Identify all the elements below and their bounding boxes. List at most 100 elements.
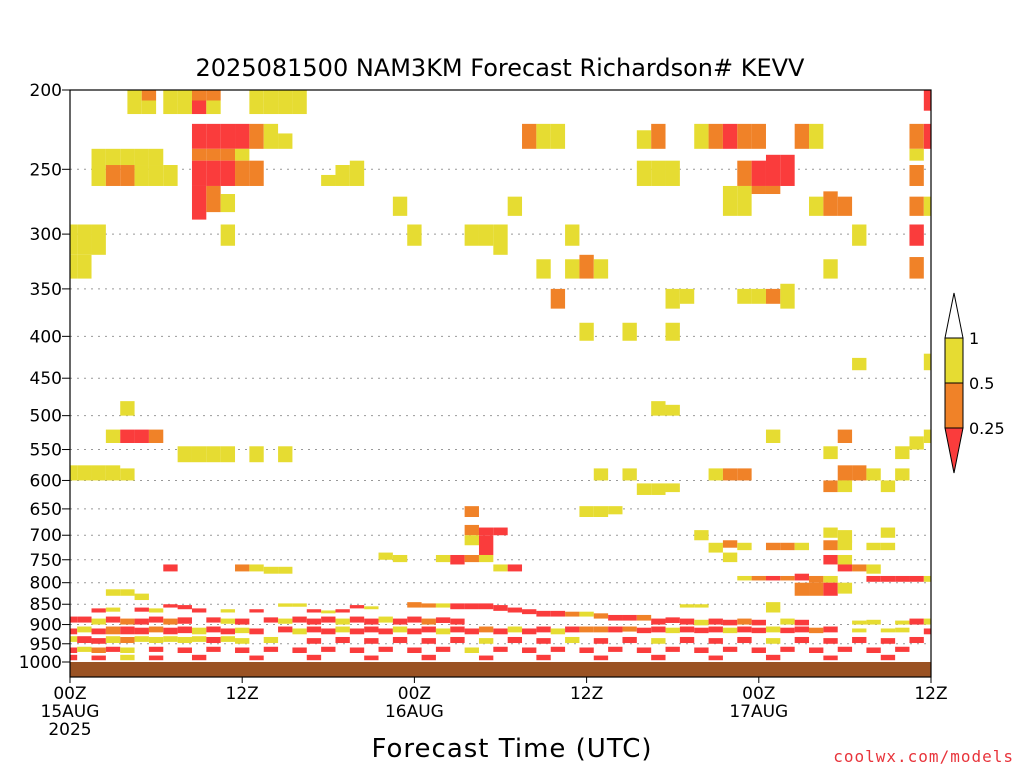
heatmap-cell bbox=[837, 646, 853, 652]
heatmap-cell bbox=[364, 606, 379, 610]
heatmap-cell bbox=[278, 618, 293, 624]
heatmap-cell bbox=[335, 636, 350, 644]
heatmap-cell bbox=[880, 628, 896, 633]
heatmap-cell bbox=[708, 542, 723, 553]
heatmap-cell bbox=[349, 160, 365, 186]
heatmap-cell bbox=[765, 185, 781, 195]
heatmap-cell bbox=[608, 506, 623, 515]
x-tick-label: 15AUG bbox=[41, 702, 100, 722]
heatmap-cell bbox=[235, 618, 250, 625]
heatmap-cell bbox=[809, 196, 824, 216]
heatmap-cell bbox=[278, 446, 293, 463]
heatmap-cell bbox=[148, 165, 164, 186]
heatmap-cell bbox=[321, 610, 336, 614]
heatmap-cell bbox=[292, 603, 307, 607]
heatmap-cell bbox=[435, 603, 451, 608]
heatmap-cell bbox=[235, 160, 250, 186]
heatmap-cell bbox=[392, 554, 408, 563]
heatmap-cell bbox=[220, 160, 236, 186]
heatmap-cell bbox=[292, 647, 307, 654]
heatmap-cell bbox=[235, 564, 250, 572]
heatmap-cell bbox=[349, 616, 365, 623]
y-tick-label: 300 bbox=[30, 225, 62, 245]
heatmap-cell bbox=[909, 257, 924, 279]
heatmap-cell bbox=[378, 628, 393, 635]
heatmap-cell bbox=[77, 254, 92, 279]
heatmap-cell bbox=[895, 468, 910, 481]
heatmap-cell bbox=[292, 90, 307, 115]
heatmap-cell bbox=[765, 542, 781, 551]
heatmap-cell bbox=[421, 626, 436, 633]
heatmap-cell bbox=[70, 254, 78, 279]
heatmap-cell bbox=[765, 154, 781, 186]
heatmap-cell bbox=[364, 655, 379, 661]
credit-link[interactable]: coolwx.com/models bbox=[833, 747, 1014, 766]
heatmap-cell bbox=[751, 627, 766, 634]
heatmap-cell bbox=[579, 506, 594, 518]
heatmap-cell bbox=[722, 619, 738, 626]
heatmap-cell bbox=[70, 628, 78, 635]
chart-title: 2025081500 NAM3KM Forecast Richardson# K… bbox=[196, 54, 806, 82]
heatmap-cell bbox=[407, 647, 422, 654]
heatmap-cell bbox=[765, 638, 781, 644]
y-tick-label: 1000 bbox=[19, 653, 62, 673]
heatmap-cell bbox=[665, 288, 680, 309]
y-axis: 200 250 300 350 400 450 500 550 600 650 700 750 8008… bbox=[19, 81, 70, 673]
heatmap-cell bbox=[579, 611, 594, 617]
heatmap-cell bbox=[679, 636, 695, 644]
heatmap-cell bbox=[120, 626, 135, 635]
heatmap-cell bbox=[478, 603, 494, 610]
heatmap-cell bbox=[507, 196, 523, 216]
heatmap-cell bbox=[191, 90, 207, 101]
heatmap-cell bbox=[464, 535, 479, 546]
heatmap-cell bbox=[694, 530, 709, 541]
heatmap-cell bbox=[536, 626, 551, 633]
heatmap-cell bbox=[550, 646, 566, 652]
heatmap-cell bbox=[636, 627, 652, 634]
heatmap-cell bbox=[120, 148, 135, 166]
heatmap-cell bbox=[191, 627, 207, 635]
heatmap-cell bbox=[895, 575, 910, 582]
heatmap-cell bbox=[550, 123, 566, 149]
heatmap-cell bbox=[127, 90, 142, 115]
heatmap-cell bbox=[579, 647, 594, 654]
heatmap-cell bbox=[191, 160, 207, 186]
heatmap-cell bbox=[722, 123, 738, 149]
y-tick-label: 750 bbox=[30, 551, 62, 571]
heatmap-cell bbox=[622, 626, 637, 632]
heatmap-cell bbox=[579, 254, 594, 279]
heatmap-cell bbox=[794, 636, 810, 644]
heatmap-cell bbox=[220, 148, 236, 161]
heatmap-cell bbox=[565, 224, 580, 246]
heatmap-cell bbox=[880, 638, 896, 644]
heatmap-cell bbox=[91, 224, 106, 255]
heatmap-cell bbox=[450, 554, 465, 565]
heatmap-cell bbox=[306, 638, 322, 644]
heatmap-cell bbox=[478, 626, 494, 633]
heatmap-cell bbox=[220, 618, 236, 624]
heatmap-cell bbox=[148, 608, 164, 613]
heatmap-cell bbox=[163, 564, 178, 572]
heatmap-cell bbox=[780, 154, 795, 186]
heatmap-cell bbox=[593, 626, 609, 633]
heatmap-cell bbox=[263, 646, 279, 652]
heatmap-cell bbox=[565, 626, 580, 633]
heatmap-cell bbox=[120, 468, 135, 481]
heatmap-cell bbox=[177, 647, 192, 654]
heatmap-cell bbox=[220, 446, 236, 463]
heatmap-cell bbox=[177, 636, 192, 644]
heatmap-cell bbox=[708, 618, 723, 625]
heatmap-cell bbox=[909, 436, 924, 450]
heatmap-cell bbox=[737, 468, 752, 481]
heatmap-cell bbox=[105, 626, 121, 635]
heatmap-cell bbox=[823, 259, 838, 279]
heatmap-cell bbox=[335, 609, 350, 613]
y-tick-label: 350 bbox=[30, 280, 62, 300]
heatmap-cell bbox=[737, 123, 752, 149]
heatmap-cell bbox=[278, 603, 293, 607]
y-tick-label: 450 bbox=[30, 369, 62, 389]
heatmap-cell bbox=[235, 123, 250, 149]
heatmap-cell bbox=[364, 626, 379, 633]
heatmap-cell bbox=[464, 647, 479, 654]
